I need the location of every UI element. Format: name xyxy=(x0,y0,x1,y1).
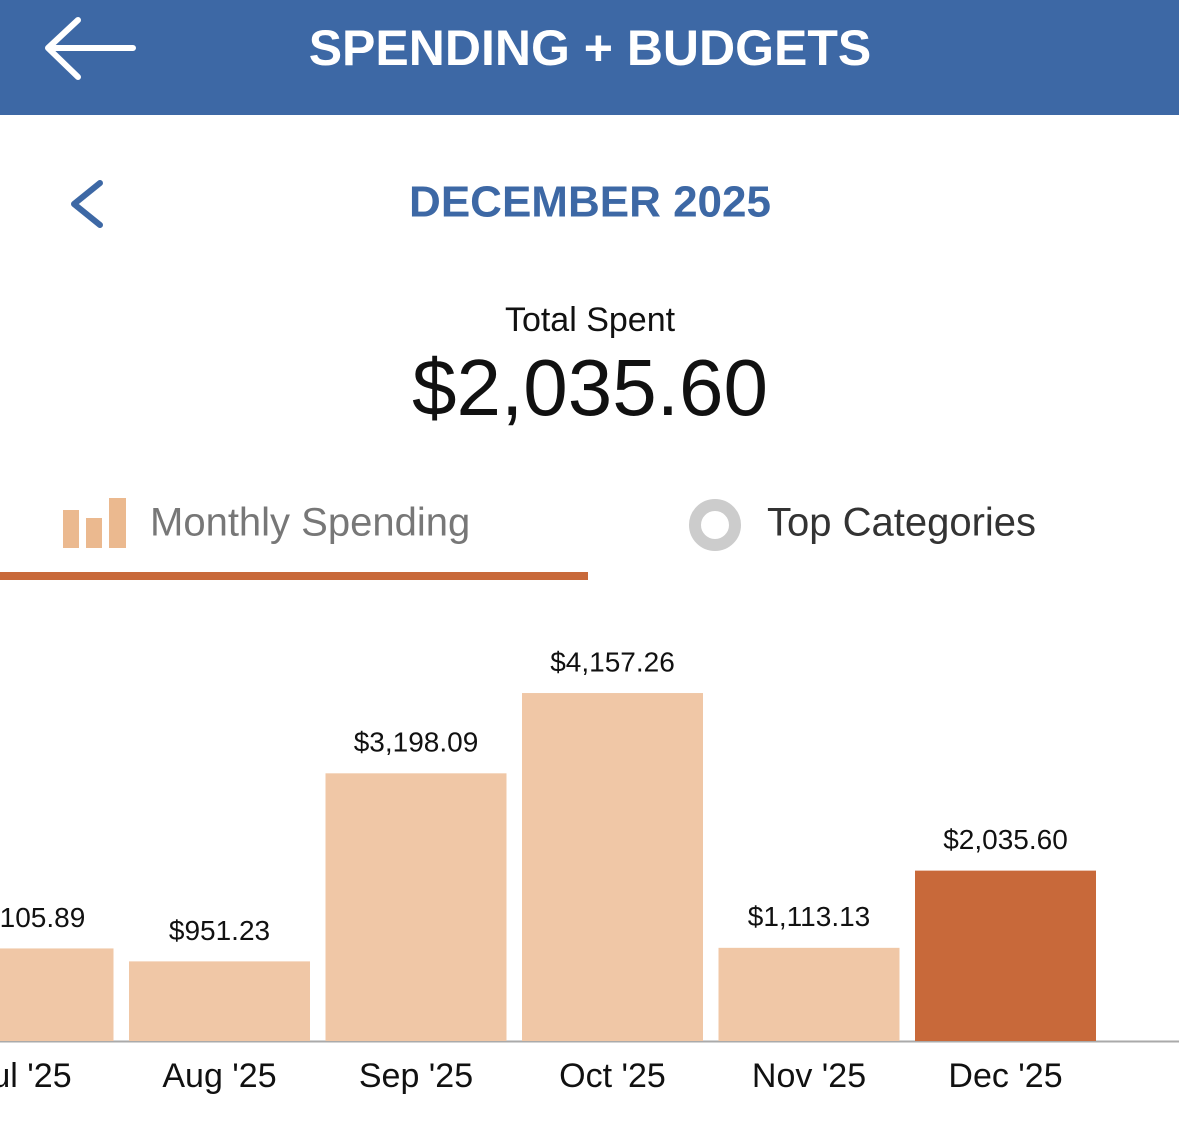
tab-icon xyxy=(86,518,102,548)
bar xyxy=(718,947,900,1041)
value-label: $1,113.13 xyxy=(748,901,871,932)
value-label: $2,035.60 xyxy=(943,824,1068,855)
x-tick-label: Aug '25 xyxy=(162,1057,276,1095)
header-title: SPENDING + BUDGETS xyxy=(309,20,872,76)
tab-icon xyxy=(689,499,741,551)
tab-icon xyxy=(109,498,126,548)
bar xyxy=(0,948,114,1041)
month-label: DECEMBER 2025 xyxy=(409,178,771,227)
x-tick-label: Oct '25 xyxy=(559,1057,666,1095)
x-tick-label: Sep '25 xyxy=(359,1057,473,1095)
bar xyxy=(129,961,310,1041)
tab-icon xyxy=(63,510,79,548)
bar xyxy=(325,773,507,1041)
value-label: $951.23 xyxy=(169,915,270,946)
value-label: $3,198.09 xyxy=(354,727,479,758)
summary-label: Total Spent xyxy=(505,301,676,339)
chart: $1,105.89 Jul '25 $951.23 Aug '25 $3,198.09 S… xyxy=(0,646,1096,1095)
bar xyxy=(522,693,703,1041)
tab-monthly[interactable]: Monthly Spending xyxy=(63,498,470,548)
header-bar xyxy=(0,0,1179,115)
value-label: $4,157.26 xyxy=(550,646,675,677)
bar xyxy=(915,870,1096,1041)
tab-label: Top Categories xyxy=(767,501,1036,545)
value-label: $1,105.89 xyxy=(0,902,85,933)
tab-underline xyxy=(0,572,588,580)
x-tick-label: Nov '25 xyxy=(752,1057,866,1095)
back-button[interactable] xyxy=(45,17,136,80)
prev-month-button[interactable] xyxy=(71,180,103,228)
x-tick-label: Dec '25 xyxy=(948,1057,1062,1095)
x-tick-label: Jul '25 xyxy=(0,1057,72,1095)
tab-label: Monthly Spending xyxy=(150,501,470,545)
summary-amount: $2,035.60 xyxy=(412,343,768,432)
tab-categories[interactable]: Top Categories xyxy=(689,499,1036,551)
